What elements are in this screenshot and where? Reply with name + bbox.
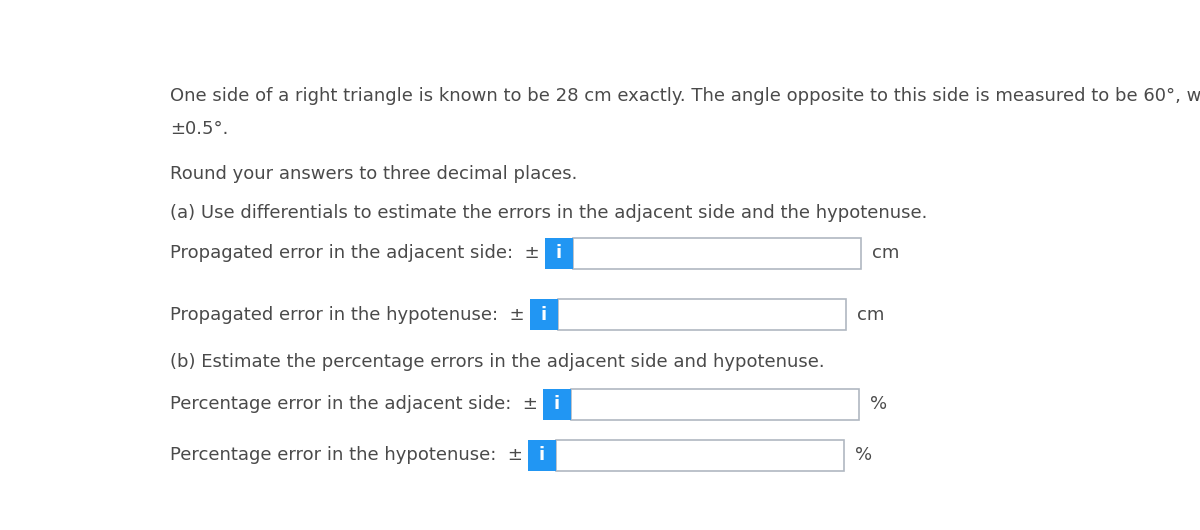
Text: One side of a right triangle is known to be 28 cm exactly. The angle opposite to: One side of a right triangle is known to… <box>170 87 1200 105</box>
Text: i: i <box>554 395 560 413</box>
FancyBboxPatch shape <box>542 389 571 420</box>
FancyBboxPatch shape <box>572 238 860 269</box>
FancyBboxPatch shape <box>558 299 846 330</box>
Text: i: i <box>556 244 562 262</box>
Text: cm: cm <box>872 244 900 262</box>
Text: cm: cm <box>857 306 884 324</box>
FancyBboxPatch shape <box>529 299 558 330</box>
Text: Percentage error in the hypotenuse:  ±: Percentage error in the hypotenuse: ± <box>170 446 523 464</box>
FancyBboxPatch shape <box>545 238 572 269</box>
FancyBboxPatch shape <box>571 389 859 420</box>
Text: Round your answers to three decimal places.: Round your answers to three decimal plac… <box>170 165 578 183</box>
Text: i: i <box>541 306 547 324</box>
Text: ±0.5°.: ±0.5°. <box>170 120 229 138</box>
FancyBboxPatch shape <box>556 440 844 471</box>
Text: Propagated error in the hypotenuse:  ±: Propagated error in the hypotenuse: ± <box>170 306 526 324</box>
Text: (b) Estimate the percentage errors in the adjacent side and hypotenuse.: (b) Estimate the percentage errors in th… <box>170 352 826 370</box>
Text: %: % <box>856 446 872 464</box>
Text: Propagated error in the adjacent side:  ±: Propagated error in the adjacent side: ± <box>170 244 540 262</box>
FancyBboxPatch shape <box>528 440 556 471</box>
Text: %: % <box>870 395 888 413</box>
Text: (a) Use differentials to estimate the errors in the adjacent side and the hypote: (a) Use differentials to estimate the er… <box>170 204 928 222</box>
Text: i: i <box>539 446 545 464</box>
Text: Percentage error in the adjacent side:  ±: Percentage error in the adjacent side: ± <box>170 395 539 413</box>
